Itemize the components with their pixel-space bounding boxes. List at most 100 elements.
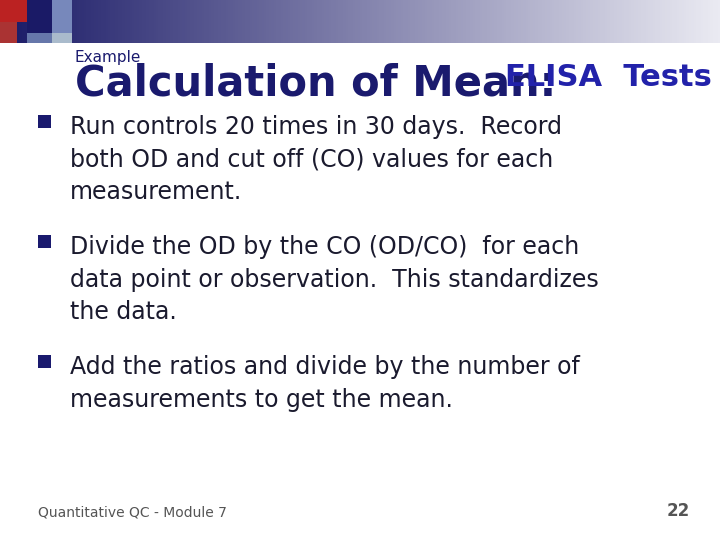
Bar — [223, 0, 225, 43]
Bar — [430, 0, 432, 43]
Bar — [55, 0, 58, 43]
Bar — [569, 0, 571, 43]
Bar — [528, 0, 531, 43]
Bar — [382, 0, 384, 43]
Bar — [413, 0, 415, 43]
Bar — [487, 0, 490, 43]
Bar — [701, 0, 703, 43]
Bar — [446, 0, 449, 43]
Bar — [706, 0, 708, 43]
Bar — [38, 355, 51, 368]
Bar — [329, 0, 331, 43]
Bar — [715, 0, 718, 43]
Bar — [646, 0, 648, 43]
Bar — [477, 0, 480, 43]
Bar — [257, 0, 259, 43]
Bar — [648, 0, 650, 43]
Bar — [490, 0, 492, 43]
Bar — [84, 0, 86, 43]
Bar — [135, 0, 137, 43]
Bar — [86, 0, 89, 43]
Bar — [218, 0, 221, 43]
Bar — [600, 0, 603, 43]
Bar — [60, 0, 63, 43]
Bar — [43, 0, 45, 43]
Bar — [175, 0, 178, 43]
Bar — [194, 0, 197, 43]
Bar — [79, 0, 81, 43]
Bar — [379, 0, 382, 43]
Bar — [562, 0, 564, 43]
Bar — [626, 0, 629, 43]
Bar — [571, 0, 574, 43]
Bar — [401, 0, 403, 43]
Bar — [456, 0, 459, 43]
Text: Run controls 20 times in 30 days.  Record
both OD and cut off (CO) values for ea: Run controls 20 times in 30 days. Record… — [70, 115, 562, 204]
Bar — [261, 0, 264, 43]
Text: ELISA  Tests: ELISA Tests — [505, 63, 712, 92]
Bar — [384, 0, 387, 43]
Bar — [689, 0, 691, 43]
Bar — [667, 0, 670, 43]
Bar — [650, 0, 653, 43]
Bar — [89, 0, 91, 43]
Bar — [475, 0, 477, 43]
Bar — [168, 0, 171, 43]
Bar — [502, 0, 504, 43]
Bar — [2, 0, 5, 43]
Bar — [466, 0, 468, 43]
Bar — [713, 0, 715, 43]
Bar — [99, 0, 101, 43]
Bar — [7, 0, 9, 43]
Bar — [36, 0, 38, 43]
Bar — [264, 0, 266, 43]
Bar — [77, 0, 79, 43]
Bar — [0, 22, 17, 43]
Bar — [117, 0, 120, 43]
Bar — [307, 0, 310, 43]
Bar — [643, 0, 646, 43]
Bar — [103, 0, 106, 43]
Bar — [480, 0, 482, 43]
Bar — [360, 0, 362, 43]
Bar — [605, 0, 607, 43]
Bar — [607, 0, 610, 43]
Bar — [711, 0, 713, 43]
Bar — [317, 0, 319, 43]
Bar — [302, 0, 305, 43]
Bar — [684, 0, 686, 43]
Bar — [590, 0, 593, 43]
Bar — [538, 0, 540, 43]
Bar — [567, 0, 569, 43]
Bar — [574, 0, 576, 43]
Bar — [432, 0, 434, 43]
Bar — [110, 0, 113, 43]
Bar — [9, 0, 12, 43]
Bar — [492, 0, 495, 43]
Bar — [612, 0, 614, 43]
Bar — [153, 0, 156, 43]
Bar — [511, 0, 513, 43]
Bar — [660, 0, 662, 43]
Bar — [655, 0, 657, 43]
Bar — [497, 0, 499, 43]
Bar — [449, 0, 451, 43]
Bar — [48, 0, 50, 43]
Bar — [420, 0, 423, 43]
Bar — [621, 0, 624, 43]
Bar — [545, 0, 547, 43]
Bar — [0, 0, 27, 22]
Bar — [216, 0, 218, 43]
Bar — [221, 0, 223, 43]
Bar — [199, 0, 202, 43]
Bar — [495, 0, 497, 43]
Bar — [171, 0, 173, 43]
Bar — [499, 0, 502, 43]
Bar — [662, 0, 665, 43]
Bar — [173, 0, 175, 43]
Bar — [691, 0, 693, 43]
Bar — [418, 0, 420, 43]
Bar — [559, 0, 562, 43]
Bar — [631, 0, 634, 43]
Bar — [269, 0, 271, 43]
